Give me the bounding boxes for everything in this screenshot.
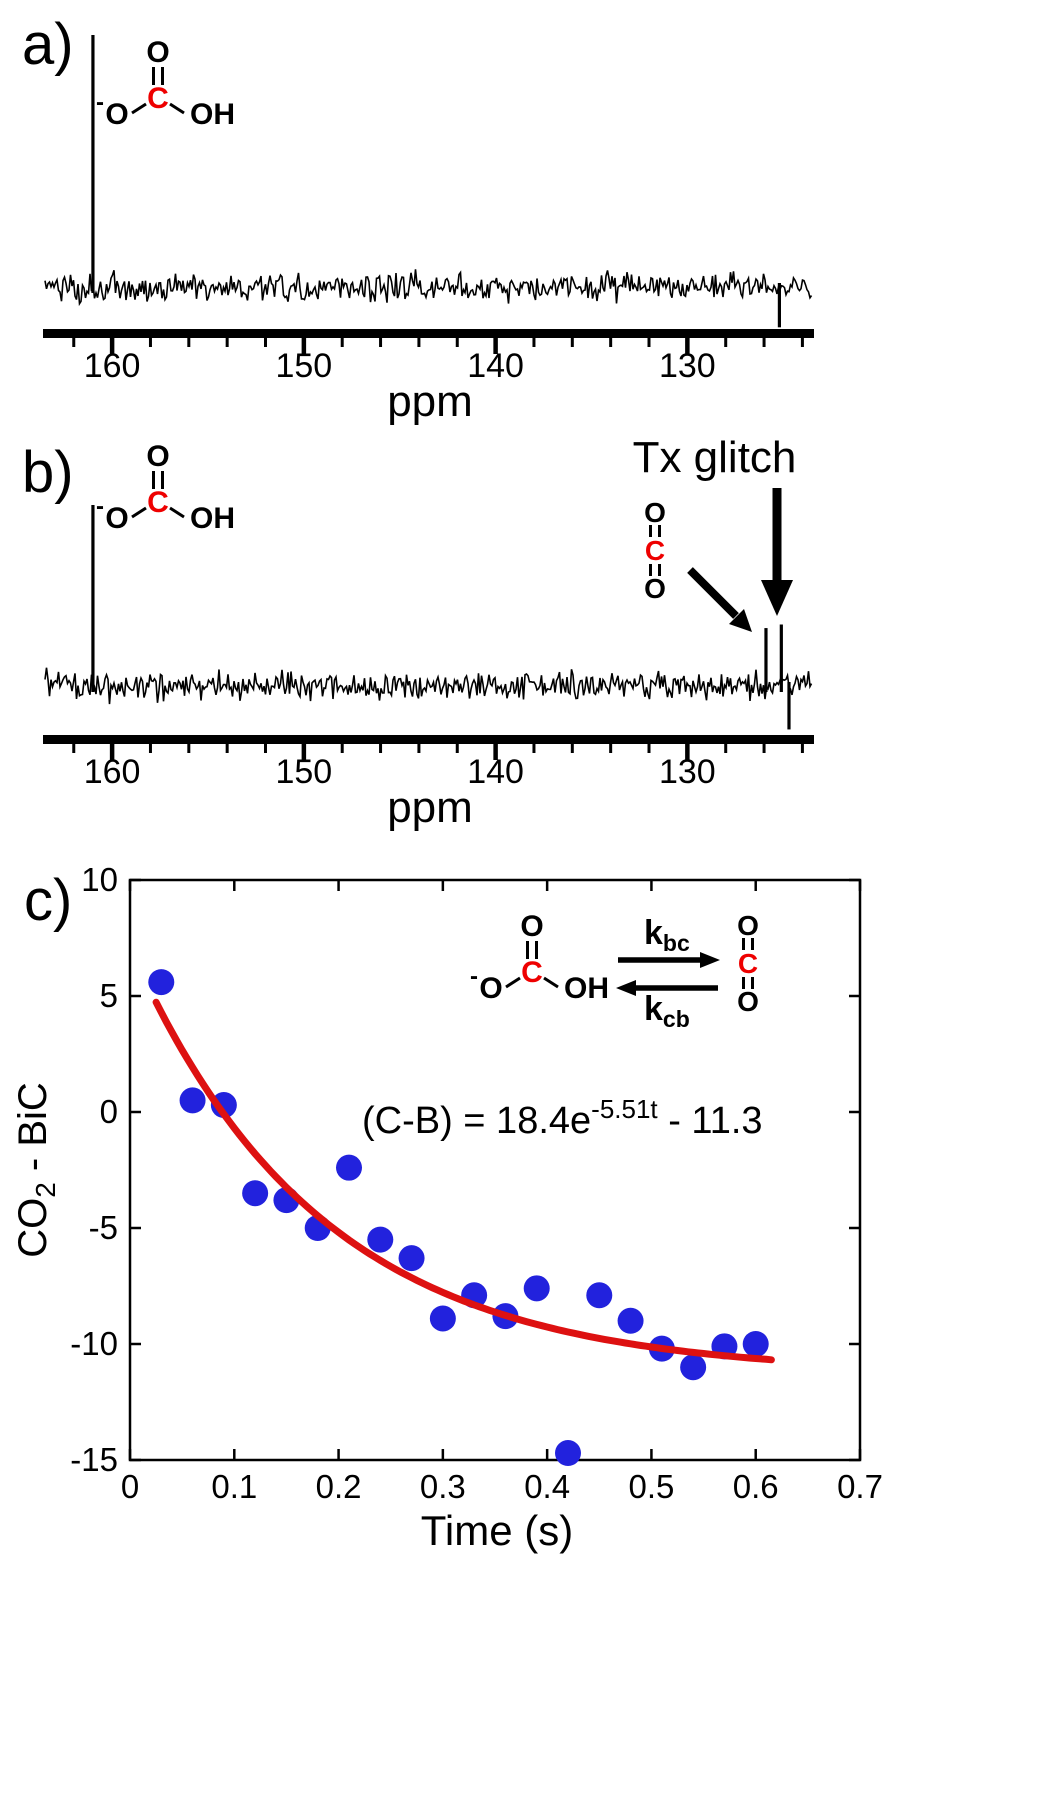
- atom-O-top: O: [146, 440, 169, 473]
- data-point: [148, 969, 175, 996]
- atom-OH: OH: [190, 502, 235, 535]
- data-point: [523, 1275, 550, 1302]
- x-axis-bar: [43, 329, 814, 338]
- kbc-subscript: bc: [662, 930, 690, 956]
- atom-O-top: O: [737, 910, 759, 941]
- x-tick-label-0.5: 0.5: [628, 1468, 674, 1505]
- equation-exponent: -5.51t: [591, 1094, 658, 1124]
- atom-C: C: [521, 956, 543, 989]
- tick-label-160: 160: [84, 753, 141, 791]
- kcb-subscript: cb: [662, 1006, 690, 1032]
- data-point: [210, 1092, 237, 1119]
- x-tick-label-0.6: 0.6: [733, 1468, 779, 1505]
- ppm-label-b: ppm: [387, 783, 473, 832]
- tick-label-150: 150: [275, 347, 332, 385]
- data-point: [367, 1226, 394, 1253]
- x-tick-label-0.2: 0.2: [316, 1468, 362, 1505]
- data-point: [680, 1354, 707, 1381]
- data-point: [742, 1331, 769, 1357]
- kcb-symbol: k: [644, 990, 663, 1028]
- atom-O-left: O: [105, 502, 128, 535]
- x-tick-label-0.1: 0.1: [211, 1468, 257, 1505]
- time-axis-label: Time (s): [420, 1507, 574, 1554]
- charge-minus: -: [96, 493, 104, 520]
- tick-label-150: 150: [275, 753, 332, 791]
- data-point: [242, 1180, 269, 1207]
- atom-C: C: [645, 535, 665, 566]
- atom-O-top: O: [520, 910, 543, 943]
- forward-arrowhead: [700, 952, 720, 968]
- co2-peak-arrowhead: [729, 609, 752, 632]
- data-point: [429, 1305, 456, 1332]
- plot-box: [128, 878, 862, 1462]
- co2-bic-axis-label: CO2 - BiC: [11, 1082, 61, 1258]
- atom-C: C: [147, 82, 169, 115]
- charge-minus: -: [96, 89, 104, 116]
- rate-constant-kcb: kcb: [644, 992, 690, 1031]
- panel-a-label: a): [22, 12, 74, 77]
- tx-glitch-annotation: Tx glitch: [632, 433, 797, 482]
- ppm-label-a: ppm: [387, 377, 473, 426]
- atom-O-top: O: [146, 36, 169, 69]
- data-point: [617, 1307, 644, 1334]
- equation-suffix: - 11.3: [657, 1100, 763, 1142]
- noise-trace: [44, 269, 813, 307]
- rate-constant-kbc: kbc: [644, 916, 690, 955]
- atom-O-left: O: [105, 98, 128, 131]
- data-point: [555, 1440, 581, 1467]
- data-point: [398, 1245, 425, 1272]
- fit-curve: [152, 998, 775, 1364]
- y-tick-label-0: 0: [100, 1093, 118, 1130]
- data-point: [586, 1282, 613, 1309]
- single-bond: [543, 976, 559, 989]
- single-bond: [131, 102, 147, 115]
- atom-O-bottom: O: [737, 986, 759, 1017]
- data-point: [336, 1154, 362, 1181]
- atom-O-left: O: [479, 972, 502, 1005]
- single-bond: [169, 506, 185, 519]
- charge-minus: -: [470, 963, 478, 990]
- reverse-arrowhead: [616, 980, 636, 996]
- tick-label-130: 130: [659, 753, 716, 791]
- x-tick-label-0.7: 0.7: [837, 1468, 883, 1505]
- x-tick-label-0.4: 0.4: [524, 1468, 570, 1505]
- co2-peak-arrow: [687, 567, 739, 619]
- atom-C: C: [738, 948, 758, 979]
- y-tick-label-5: 5: [100, 977, 118, 1014]
- x-tick-label-0: 0: [121, 1468, 139, 1505]
- fit-equation: (C-B) = 18.4e-5.51t - 11.3: [362, 1096, 763, 1140]
- x-axis-bar: [43, 735, 814, 744]
- tick-label-140: 140: [467, 347, 524, 385]
- kbc-symbol: k: [644, 914, 663, 952]
- y-tick-label--10: -10: [70, 1325, 118, 1362]
- tick-label-140: 140: [467, 753, 524, 791]
- x-tick-label-0.3: 0.3: [420, 1468, 466, 1505]
- noise-trace: [44, 667, 813, 705]
- atom-C: C: [147, 486, 169, 519]
- y-tick-label--15: -15: [70, 1441, 118, 1478]
- single-bond: [505, 976, 521, 989]
- atom-OH: OH: [190, 98, 235, 131]
- y-tick-label--5: -5: [89, 1209, 118, 1246]
- equation-prefix: (C-B) = 18.4e: [362, 1100, 592, 1142]
- panel-b-label: b): [22, 440, 74, 505]
- decay-plot-svg: 0 0.1 0.2 0.3 0.4 0.5 0.6 0.7 10 5 0 -5 -10 -15 CO2 - …: [11, 862, 883, 1505]
- y-tick-label-10: 10: [81, 862, 118, 898]
- single-bond: [169, 102, 185, 115]
- data-point: [179, 1087, 206, 1114]
- panel-c-label: c): [24, 868, 73, 933]
- single-bond: [131, 506, 147, 519]
- tick-label-130: 130: [659, 347, 716, 385]
- tick-label-160: 160: [84, 347, 141, 385]
- atom-OH: OH: [564, 972, 609, 1005]
- atom-O-bottom: O: [644, 573, 666, 604]
- atom-O-top: O: [644, 497, 666, 528]
- tx-glitch-arrowhead: [761, 580, 793, 616]
